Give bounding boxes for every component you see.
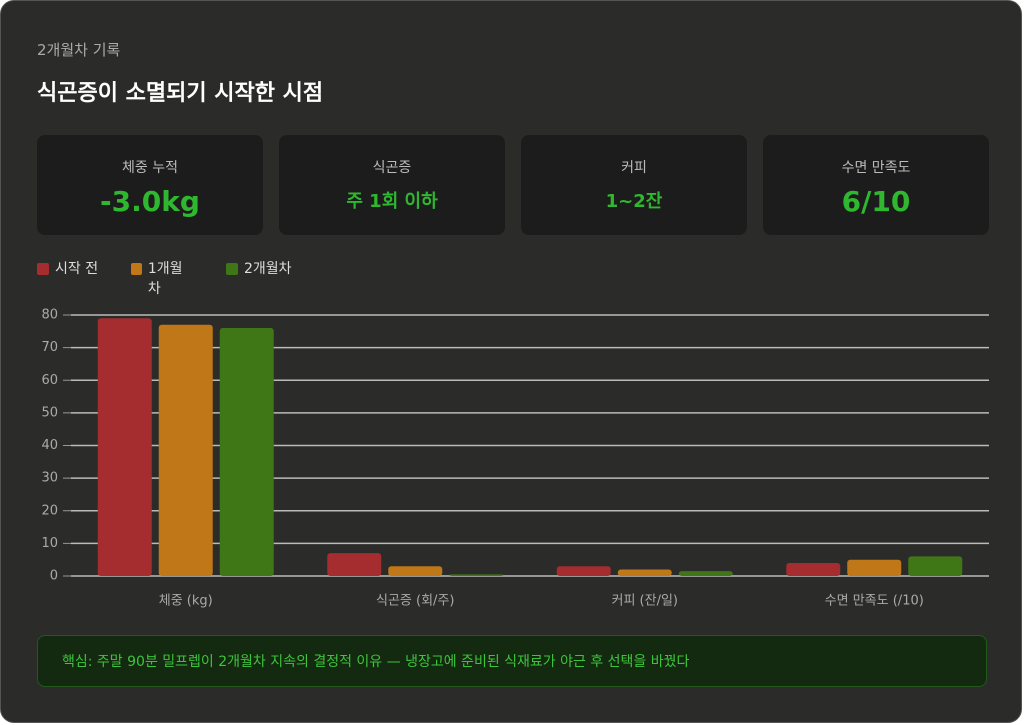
legend-label: 2개월차 xyxy=(244,261,292,277)
stat-card: 체중 누적 -3.0kg xyxy=(37,135,263,235)
legend-swatch xyxy=(131,263,142,275)
stat-value: -3.0kg xyxy=(100,185,200,218)
stat-value: 6/10 xyxy=(841,185,911,218)
stat-value: 주 1회 이하 xyxy=(346,191,438,212)
x-tick-label: 커피 (잔/일) xyxy=(612,594,679,609)
note: 핵심: 주말 90분 밀프렙이 2개월차 지속의 결정적 이유 — 냉장고에 준… xyxy=(37,635,987,687)
legend-item: 1개월차 xyxy=(131,259,191,299)
bar xyxy=(219,328,274,576)
y-tick-label: 80 xyxy=(41,308,58,323)
bar xyxy=(97,318,152,576)
bar xyxy=(449,574,504,576)
legend-label: 시작 전 xyxy=(55,261,99,277)
bar xyxy=(678,571,733,576)
stat-card: 수면 만족도 6/10 xyxy=(763,135,989,235)
stat-value: 1~2잔 xyxy=(605,191,663,212)
stat-label: 수면 만족도 xyxy=(841,160,911,176)
stat-label: 커피 xyxy=(621,160,647,176)
x-tick-label: 체중 (kg) xyxy=(159,594,213,609)
y-tick-label: 50 xyxy=(41,405,58,420)
legend-item: 시작 전 xyxy=(37,259,117,279)
y-tick-label: 0 xyxy=(50,569,58,584)
y-tick-label: 10 xyxy=(41,536,58,551)
legend-swatch xyxy=(226,263,238,275)
subtitle: 2개월차 기록 xyxy=(37,41,121,59)
bar xyxy=(847,559,902,576)
title: 식곤증이 소멸되기 시작한 시점 xyxy=(37,81,324,106)
legend-label: 1개월차 xyxy=(147,261,183,297)
y-tick-label: 40 xyxy=(41,438,58,453)
bar xyxy=(158,324,213,576)
y-tick-label: 30 xyxy=(41,471,58,486)
chart: 0 10 20 30 40 50 60 70 80 체중 (kg) 식곤증 (회/주) 커피 (잔/일… xyxy=(41,308,989,609)
bar xyxy=(617,569,672,576)
bar xyxy=(327,553,382,576)
stat-label: 식곤증 xyxy=(372,160,412,176)
bar xyxy=(786,562,841,576)
stat-card: 커피 1~2잔 xyxy=(521,135,747,235)
bar xyxy=(556,566,611,576)
stat-label: 체중 누적 xyxy=(122,160,178,176)
legend-item: 2개월차 xyxy=(226,259,316,279)
x-tick-label: 수면 만족도 (/10) xyxy=(825,594,924,609)
y-tick-label: 60 xyxy=(41,373,58,388)
y-tick-label: 70 xyxy=(41,340,58,355)
legend-swatch xyxy=(37,263,49,275)
bar xyxy=(388,566,443,576)
y-tick-label: 20 xyxy=(41,503,58,518)
x-tick-label: 식곤증 (회/주) xyxy=(376,594,454,609)
bar xyxy=(908,556,963,576)
